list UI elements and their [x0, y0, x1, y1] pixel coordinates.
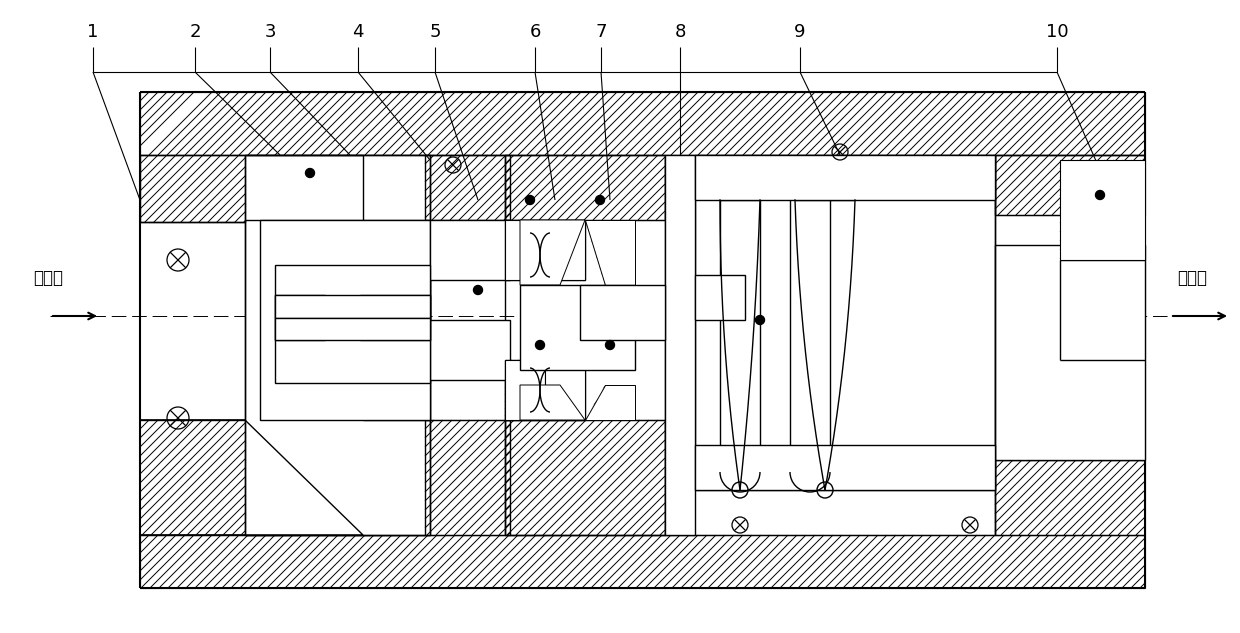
Bar [275, 318, 430, 340]
Circle shape [1095, 191, 1105, 199]
Text: 3: 3 [264, 23, 275, 41]
Bar [694, 445, 994, 490]
Text: 出水端: 出水端 [1177, 269, 1207, 287]
Circle shape [474, 285, 482, 294]
Text: 6: 6 [529, 23, 541, 41]
Text: 4: 4 [352, 23, 363, 41]
Polygon shape [140, 420, 363, 535]
Polygon shape [425, 155, 510, 220]
Bar [140, 92, 1145, 588]
Polygon shape [505, 360, 546, 420]
Bar [505, 220, 585, 280]
Bar [275, 265, 430, 383]
Polygon shape [140, 155, 363, 222]
Polygon shape [994, 155, 1145, 215]
Polygon shape [585, 220, 635, 285]
Circle shape [755, 315, 765, 325]
Polygon shape [520, 385, 585, 420]
Polygon shape [505, 155, 665, 220]
Text: 7: 7 [595, 23, 606, 41]
Polygon shape [505, 420, 665, 535]
Circle shape [595, 196, 605, 204]
Polygon shape [520, 220, 585, 285]
Polygon shape [425, 420, 510, 535]
Bar [430, 320, 510, 380]
Text: 进水端: 进水端 [33, 269, 63, 287]
Bar [694, 155, 994, 200]
Text: 10: 10 [1045, 23, 1069, 41]
Circle shape [305, 168, 315, 177]
Bar [505, 360, 585, 420]
Bar [360, 295, 430, 340]
Bar [430, 220, 510, 280]
Circle shape [605, 341, 615, 349]
Bar [994, 245, 1145, 460]
Text: 1: 1 [87, 23, 99, 41]
Bar [275, 295, 430, 318]
Bar [260, 220, 430, 420]
Polygon shape [994, 460, 1145, 535]
Polygon shape [140, 535, 1145, 588]
Bar [665, 155, 694, 535]
Polygon shape [140, 92, 1145, 155]
Polygon shape [1060, 160, 1145, 260]
Text: 2: 2 [190, 23, 201, 41]
Text: 9: 9 [795, 23, 806, 41]
Polygon shape [585, 385, 635, 420]
Bar [275, 295, 325, 340]
Polygon shape [546, 220, 585, 280]
Polygon shape [505, 220, 546, 280]
Polygon shape [546, 360, 585, 420]
Bar [520, 285, 635, 370]
Bar [694, 155, 994, 490]
Text: 8: 8 [675, 23, 686, 41]
Circle shape [526, 196, 534, 204]
Bar [694, 275, 745, 320]
Bar [246, 155, 430, 535]
Circle shape [536, 341, 544, 349]
Text: 5: 5 [429, 23, 440, 41]
Bar [580, 285, 665, 340]
